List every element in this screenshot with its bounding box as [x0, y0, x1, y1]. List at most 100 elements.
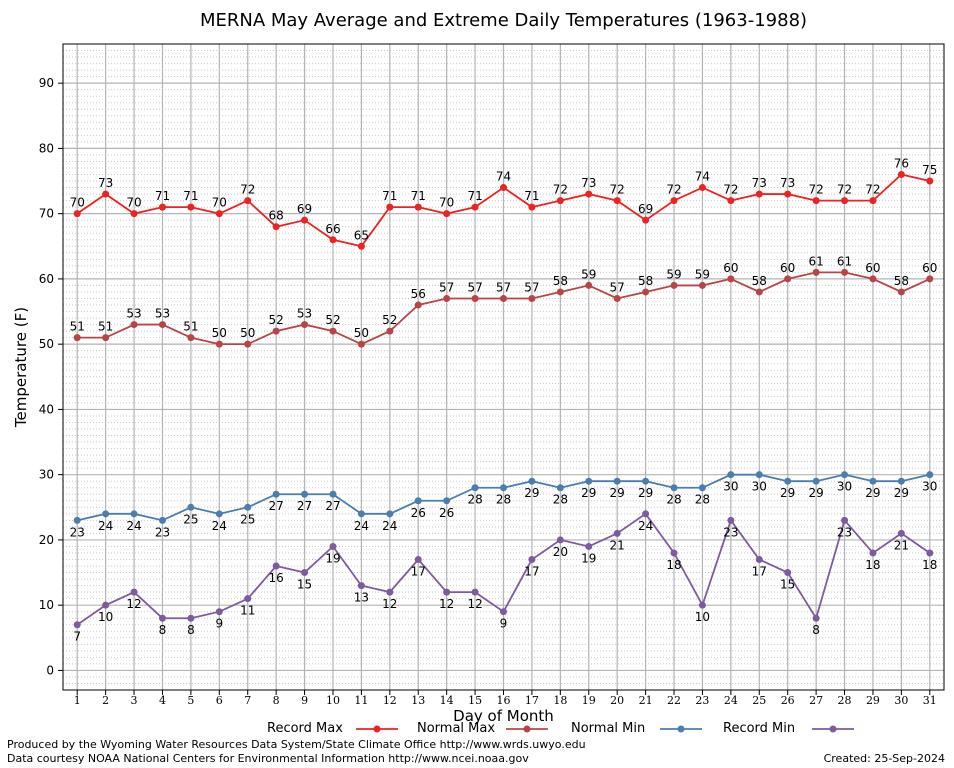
data-label: 23 — [837, 525, 852, 539]
x-tick-label: 13 — [411, 694, 425, 707]
data-label: 71 — [382, 189, 397, 203]
data-label: 29 — [610, 486, 625, 500]
data-label: 57 — [524, 280, 539, 294]
data-label: 27 — [325, 499, 340, 513]
data-label: 27 — [269, 499, 284, 513]
data-point — [130, 321, 138, 329]
data-point — [244, 595, 252, 603]
data-label: 23 — [70, 525, 85, 539]
legend-label-normal-min: Normal Min — [571, 721, 646, 736]
data-label: 68 — [269, 209, 284, 223]
data-point — [244, 503, 252, 511]
legend-label-normal-max: Normal Max — [417, 721, 496, 736]
data-label: 11 — [240, 604, 255, 618]
data-label: 70 — [126, 196, 141, 210]
y-axis-label: Temperature (F) — [12, 307, 30, 428]
data-point — [386, 588, 394, 596]
data-label: 51 — [70, 320, 85, 334]
x-tick-label: 25 — [752, 694, 766, 707]
data-point — [357, 582, 365, 590]
data-point — [158, 614, 166, 622]
data-point — [187, 614, 195, 622]
data-point — [500, 608, 507, 616]
x-tick-label: 29 — [866, 694, 880, 707]
data-label: 59 — [581, 267, 596, 281]
data-label: 21 — [610, 538, 625, 552]
data-label: 73 — [581, 176, 596, 190]
data-label: 52 — [269, 313, 284, 327]
data-label: 72 — [240, 183, 255, 197]
data-point — [698, 484, 706, 492]
data-point — [500, 484, 507, 492]
data-point — [926, 275, 934, 283]
data-point — [556, 536, 564, 544]
data-label: 75 — [922, 163, 937, 177]
data-label: 12 — [382, 597, 397, 611]
data-label: 23 — [155, 525, 170, 539]
data-label: 50 — [212, 326, 227, 340]
y-tick-label: 50 — [39, 337, 54, 351]
data-label: 73 — [780, 176, 795, 190]
series-record-min: 7 10 12 8 8 9 11 16 15 19 13 12 17 12 12 9 17 20 19 21 24 18 1… — [73, 510, 937, 644]
data-point — [812, 614, 820, 622]
data-label: 29 — [780, 486, 795, 500]
x-tick-label: 22 — [667, 694, 681, 707]
data-label: 71 — [183, 189, 198, 203]
data-label: 15 — [780, 578, 795, 592]
data-label: 70 — [212, 196, 227, 210]
data-label: 72 — [666, 183, 681, 197]
data-label: 17 — [411, 564, 426, 578]
footer-created: Created: 25-Sep-2024 — [823, 752, 945, 765]
x-tick-label: 21 — [639, 694, 653, 707]
legend-label-record-max: Record Max — [267, 721, 343, 736]
data-point — [329, 490, 337, 498]
x-tick-label: 18 — [553, 694, 567, 707]
data-point — [272, 490, 280, 498]
data-label: 72 — [808, 183, 823, 197]
data-point — [215, 608, 223, 616]
data-label: 53 — [155, 307, 170, 321]
x-tick-label: 20 — [610, 694, 624, 707]
data-point — [755, 471, 763, 479]
data-point — [528, 477, 536, 485]
data-label: 71 — [411, 189, 426, 203]
data-label: 25 — [240, 512, 255, 526]
data-label: 17 — [752, 564, 767, 578]
x-tick-label: 19 — [582, 694, 596, 707]
data-label: 70 — [439, 196, 454, 210]
data-label: 56 — [411, 287, 426, 301]
data-point — [244, 197, 252, 205]
data-point — [613, 197, 621, 205]
data-point — [642, 477, 650, 485]
data-label: 20 — [553, 545, 568, 559]
data-point — [556, 484, 564, 492]
data-label: 51 — [98, 320, 113, 334]
data-label: 50 — [240, 326, 255, 340]
data-label: 28 — [496, 493, 511, 507]
data-point — [585, 542, 593, 550]
series-normal-min: 23 24 24 23 25 24 25 27 27 27 24 24 26 26 28 28 29 28 29 29… — [70, 471, 937, 539]
data-point — [585, 477, 593, 485]
x-axis-label: Day of Month — [453, 707, 554, 725]
legend-marker — [523, 725, 531, 733]
legend-marks — [356, 725, 854, 733]
data-label: 53 — [126, 307, 141, 321]
data-label: 57 — [496, 280, 511, 294]
data-point — [102, 334, 110, 342]
data-label: 21 — [894, 538, 909, 552]
data-point — [471, 294, 479, 302]
data-label: 27 — [297, 499, 312, 513]
data-label: 59 — [666, 267, 681, 281]
data-label: 73 — [752, 176, 767, 190]
data-point — [187, 203, 195, 211]
legend-marker — [829, 725, 837, 733]
data-label: 25 — [183, 512, 198, 526]
x-tick-label: 2 — [102, 694, 109, 707]
data-point — [869, 197, 877, 205]
data-point — [926, 177, 934, 185]
data-label: 24 — [212, 519, 227, 533]
data-label: 71 — [155, 189, 170, 203]
y-tick-label: 90 — [39, 76, 54, 90]
x-tick-label: 23 — [695, 694, 709, 707]
